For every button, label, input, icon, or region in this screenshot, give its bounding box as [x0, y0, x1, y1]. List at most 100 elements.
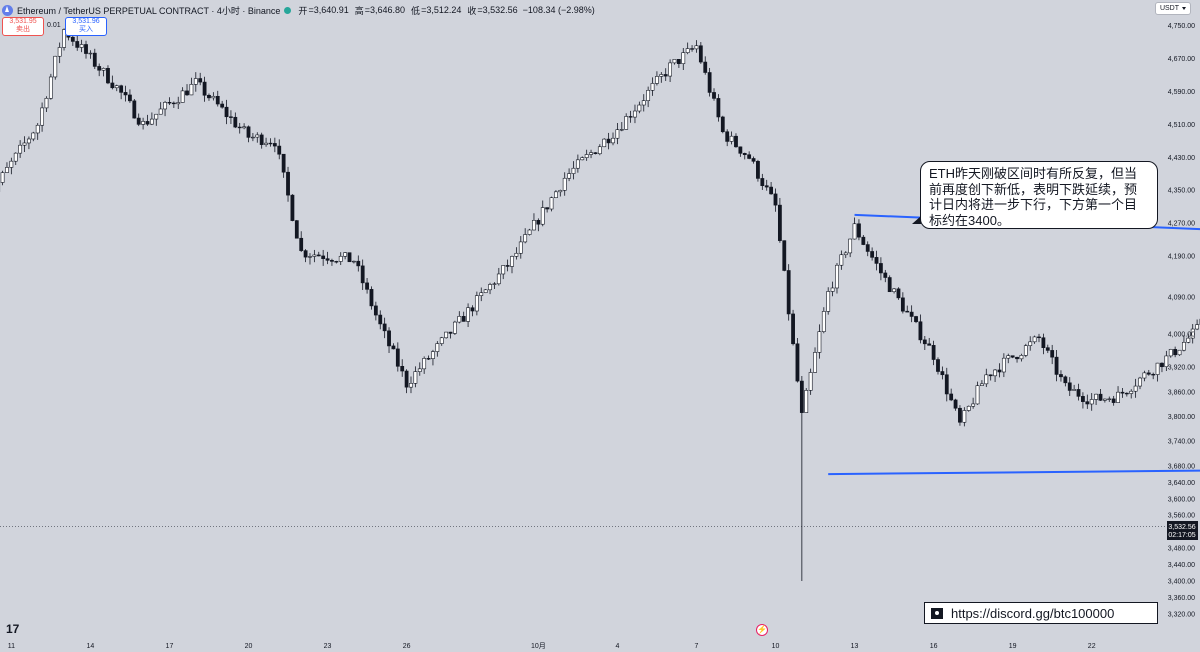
- candle-body: [1019, 355, 1024, 360]
- candle-body: [1089, 399, 1094, 405]
- candle-body: [958, 407, 962, 423]
- candle-body: [13, 152, 18, 162]
- x-tick-label: 22: [1088, 643, 1096, 650]
- candle-body: [286, 171, 290, 196]
- candle-body: [1164, 355, 1169, 368]
- candle-body: [294, 220, 299, 239]
- ethereum-logo-icon: [2, 4, 13, 16]
- candle-body: [48, 76, 53, 99]
- event-bolt-icon[interactable]: ⚡: [756, 624, 768, 636]
- candle-body: [672, 58, 677, 64]
- candle-body: [395, 348, 400, 367]
- y-tick-label: 3,440.00: [1168, 562, 1195, 569]
- candle-body: [817, 331, 822, 353]
- candle-body: [119, 85, 124, 93]
- candle-body: [1138, 377, 1142, 387]
- candle-body: [97, 66, 102, 71]
- candle-body: [470, 307, 475, 312]
- candle-body: [444, 331, 449, 339]
- candle-body: [171, 102, 176, 105]
- candle-body: [760, 178, 765, 186]
- candle-body: [369, 289, 374, 307]
- change-value: −108.34 (−2.98%): [522, 5, 595, 15]
- candle-body: [909, 311, 914, 317]
- candle-body: [575, 159, 580, 169]
- candle-body: [31, 132, 36, 140]
- candle-body: [1067, 382, 1072, 391]
- symbol-title[interactable]: Ethereum / TetherUS PERPETUAL CONTRACT ·…: [17, 5, 281, 16]
- candle-body: [532, 220, 536, 231]
- candle-body: [1072, 389, 1077, 391]
- candle-body: [1063, 376, 1068, 384]
- y-tick-label: 3,360.00: [1168, 595, 1195, 602]
- x-tick-label: 23: [324, 643, 332, 650]
- candle-body: [365, 282, 369, 290]
- candle-body: [848, 238, 853, 254]
- buy-button[interactable]: 3,531.96 买入: [65, 17, 107, 36]
- candle-body: [558, 190, 563, 193]
- x-tick-label: 4: [615, 643, 619, 650]
- candle-body: [580, 157, 585, 161]
- candle-body: [927, 343, 932, 346]
- price-tag: 3,532.56 02:17:05: [1167, 521, 1198, 540]
- candle-body: [325, 258, 330, 261]
- candle-body: [962, 410, 967, 423]
- candle-body: [330, 260, 334, 262]
- candle-body: [413, 371, 418, 384]
- x-tick-label: 20: [245, 643, 253, 650]
- annotation-callout[interactable]: ETH昨天刚破区间时有所反复，但当前再度创下新低，表明下跌延续，预计日内将进一步…: [912, 161, 1158, 229]
- tradingview-logo-icon[interactable]: 17: [6, 622, 20, 636]
- candle-body: [540, 207, 545, 225]
- candle-body: [488, 284, 492, 291]
- candle-body: [518, 241, 523, 254]
- candle-body: [716, 98, 721, 118]
- candle-body: [492, 283, 497, 285]
- candle-body: [694, 45, 699, 50]
- y-tick-label: 3,600.00: [1168, 496, 1195, 503]
- candle-body: [123, 92, 128, 96]
- candle-body: [843, 252, 848, 256]
- candle-body: [936, 359, 940, 372]
- candle-body: [1045, 347, 1050, 351]
- candle-body: [5, 167, 9, 173]
- candle-body: [479, 292, 484, 296]
- candle-body: [277, 145, 282, 155]
- candle-body: [892, 288, 896, 293]
- candle-body: [619, 129, 624, 131]
- symbol-header: Ethereum / TetherUS PERPETUAL CONTRACT ·…: [2, 3, 595, 17]
- candle-body: [400, 366, 405, 372]
- candle-body: [984, 374, 989, 385]
- candle-body: [435, 343, 440, 352]
- candle-body: [742, 153, 747, 156]
- candle-body: [308, 256, 312, 258]
- currency-selector[interactable]: USDT: [1154, 2, 1191, 15]
- candle-body: [1102, 398, 1107, 401]
- candle-body: [1081, 396, 1085, 402]
- x-tick-label: 13: [851, 643, 859, 650]
- candle-body: [567, 173, 571, 179]
- candle-body: [242, 126, 247, 129]
- candle-body: [128, 94, 132, 102]
- sell-price: 3,531.95: [9, 18, 37, 25]
- discord-link-box[interactable]: https://discord.gg/btc100000: [924, 602, 1158, 624]
- sell-button[interactable]: 3,531.95 卖出: [2, 17, 44, 36]
- high-label: 高: [354, 5, 364, 16]
- candle-body: [1006, 355, 1011, 359]
- candle-body: [685, 48, 690, 53]
- candle-body: [193, 78, 198, 85]
- candle-body: [505, 265, 510, 267]
- y-tick-label: 3,400.00: [1168, 579, 1195, 586]
- candle-body: [646, 89, 651, 101]
- trendline-support: [828, 469, 1200, 476]
- candle-body: [461, 316, 466, 322]
- candle-body: [637, 104, 642, 112]
- candle-body: [338, 255, 343, 262]
- candle-body: [668, 62, 673, 77]
- y-tick-label: 4,350.00: [1168, 188, 1195, 195]
- candle-body: [1116, 391, 1120, 403]
- y-tick-label: 3,640.00: [1168, 480, 1195, 487]
- candle-body: [725, 131, 730, 142]
- candle-body: [769, 186, 774, 195]
- candle-body: [189, 84, 194, 96]
